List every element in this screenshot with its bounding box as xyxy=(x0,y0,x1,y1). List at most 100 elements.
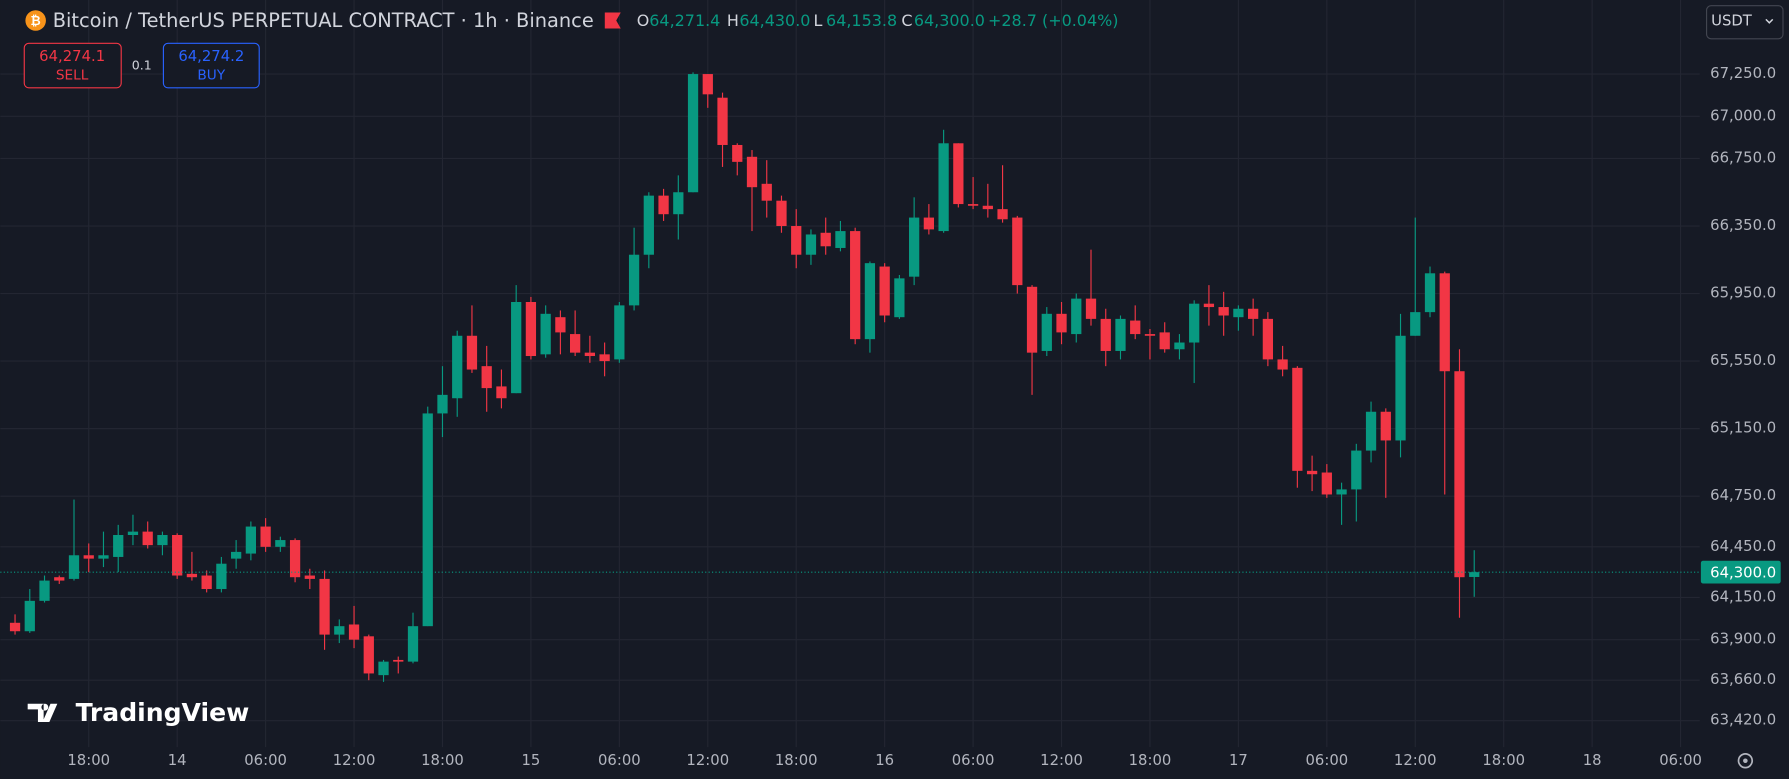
candle-body xyxy=(1100,318,1111,351)
candle-body xyxy=(1203,303,1215,308)
quantity: 0.1 xyxy=(132,58,152,73)
settings-icon[interactable] xyxy=(1737,753,1754,769)
candle-body xyxy=(1351,450,1362,490)
candle-body xyxy=(1277,359,1288,370)
buy-label: BUY xyxy=(197,67,225,83)
ohlc-key: L xyxy=(814,11,823,30)
ohlc-key: C xyxy=(901,11,912,30)
coin-icon xyxy=(25,10,46,31)
ohlc-value: 64,153.8 xyxy=(826,11,897,30)
settings-icon-center xyxy=(1743,758,1748,764)
candle-body xyxy=(452,335,463,399)
x-tick-label: 17 xyxy=(1229,752,1248,769)
candle-body xyxy=(1130,320,1141,335)
candle-body xyxy=(1292,367,1303,471)
y-tick-label: 67,250.0 xyxy=(1710,65,1776,82)
x-tick-label: 18:00 xyxy=(421,752,464,769)
candle-body xyxy=(569,334,581,353)
candle-body xyxy=(127,531,139,535)
candle-body xyxy=(967,204,979,206)
candle-body xyxy=(791,226,802,255)
candle-body xyxy=(1056,313,1067,333)
y-tick-label: 64,450.0 xyxy=(1710,538,1776,555)
candle-body xyxy=(496,386,507,399)
x-tick-label: 12:00 xyxy=(686,752,729,769)
candle-body xyxy=(1115,318,1126,351)
x-tick-label: 18:00 xyxy=(1129,752,1172,769)
candle-body xyxy=(289,540,301,578)
candle-body xyxy=(186,573,198,578)
y-tick-label: 66,750.0 xyxy=(1710,149,1776,166)
candle-body xyxy=(407,626,419,662)
y-tick-label: 65,550.0 xyxy=(1710,352,1776,369)
candle-body xyxy=(614,305,625,360)
candle-body xyxy=(437,394,448,414)
candle-body xyxy=(673,192,684,215)
last-price-label: 64,300.0 xyxy=(1710,564,1776,581)
candle-body xyxy=(157,534,168,546)
candle-body xyxy=(1395,335,1406,441)
candle-body xyxy=(1424,273,1436,313)
candle-body xyxy=(850,231,861,340)
candle-body xyxy=(1189,303,1200,343)
candle-body xyxy=(201,575,212,590)
candle-body xyxy=(1306,470,1318,475)
candle-body xyxy=(363,636,374,674)
candle-body xyxy=(1336,489,1347,495)
change: +28.7 (+0.04%) xyxy=(988,11,1118,30)
candle-body xyxy=(938,143,949,232)
candle-body xyxy=(525,301,537,357)
candle-body xyxy=(24,600,35,632)
x-tick-label: 18 xyxy=(1583,752,1602,769)
chevron xyxy=(1765,18,1774,24)
candle-body xyxy=(953,143,964,205)
candle-body xyxy=(835,231,846,248)
buy-button[interactable] xyxy=(162,42,260,89)
candle-body xyxy=(732,144,743,162)
ohlc-legend: O 64,271.4 H 64,430.0 L 64,153.8 C 64,300.0 xyxy=(637,11,985,30)
candle-body xyxy=(1159,332,1170,350)
candle-body xyxy=(481,366,492,389)
candle-body xyxy=(555,317,566,333)
candle-body xyxy=(422,413,433,627)
y-tick-label: 66,350.0 xyxy=(1710,217,1776,234)
candle-body xyxy=(1071,298,1082,335)
candle-body xyxy=(230,551,242,559)
candle-body xyxy=(511,301,522,394)
candle-body xyxy=(1262,318,1274,360)
candle-body xyxy=(643,195,654,255)
candle-body xyxy=(348,624,360,640)
candle-body xyxy=(702,74,713,95)
sell-button[interactable] xyxy=(23,42,122,89)
x-tick-label: 18:00 xyxy=(67,752,110,769)
candle-body xyxy=(879,266,890,316)
x-tick-label: 18:00 xyxy=(775,752,818,769)
candle-body xyxy=(776,200,787,227)
candle-body xyxy=(717,97,728,145)
candle-body xyxy=(761,183,772,201)
y-tick-label: 67,000.0 xyxy=(1710,107,1776,124)
candle-body xyxy=(628,254,640,306)
currency-dropdown[interactable] xyxy=(1706,5,1784,40)
candle-body xyxy=(54,577,65,581)
ohlc-value: 64,271.4 xyxy=(649,11,720,30)
candle-body xyxy=(923,217,935,230)
candle-body xyxy=(658,195,669,215)
sell-label: SELL xyxy=(56,67,89,83)
x-tick-label: 06:00 xyxy=(1305,752,1348,769)
symbol-title: Bitcoin / TetherUS PERPETUAL CONTRACT · … xyxy=(53,9,594,32)
y-tick-label: 65,950.0 xyxy=(1710,285,1776,302)
candle-body xyxy=(1439,273,1450,372)
y-tick-label: 63,420.0 xyxy=(1710,712,1776,729)
x-tick-label: 06:00 xyxy=(244,752,287,769)
candle-body xyxy=(599,354,610,362)
candle-body xyxy=(1454,371,1465,578)
ohlc-value: 64,430.0 xyxy=(739,11,810,30)
candle-body xyxy=(319,578,330,635)
candle-body xyxy=(805,234,817,255)
candle-body xyxy=(1174,342,1185,350)
x-tick-label: 12:00 xyxy=(1040,752,1083,769)
candle-body xyxy=(909,217,920,277)
